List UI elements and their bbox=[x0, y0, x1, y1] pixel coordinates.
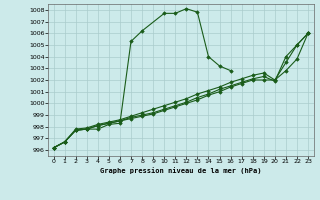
X-axis label: Graphe pression niveau de la mer (hPa): Graphe pression niveau de la mer (hPa) bbox=[100, 167, 261, 174]
